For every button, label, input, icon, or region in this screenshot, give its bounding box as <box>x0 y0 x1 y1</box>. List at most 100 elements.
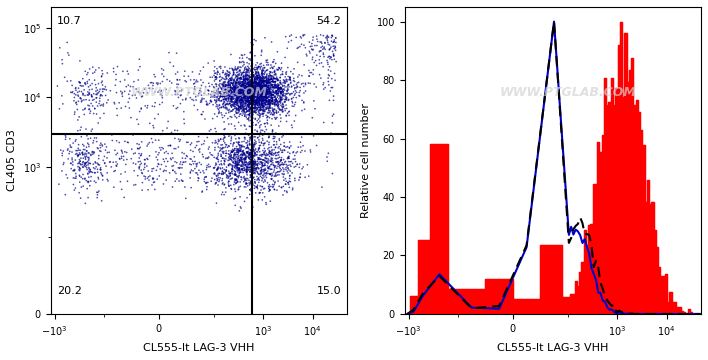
Point <box>233 142 244 148</box>
Point <box>212 105 224 111</box>
Point <box>255 111 266 117</box>
Point <box>244 167 256 173</box>
Point <box>268 84 279 90</box>
Point <box>171 77 183 82</box>
Point <box>210 90 222 96</box>
Point <box>219 158 230 163</box>
Point <box>269 101 280 107</box>
Point <box>233 166 244 172</box>
Point <box>214 78 225 84</box>
Point <box>158 146 169 152</box>
Point <box>226 98 237 104</box>
Point <box>215 165 226 171</box>
Point <box>261 106 272 112</box>
Point <box>237 159 249 165</box>
Point <box>236 163 248 169</box>
Point <box>242 87 253 93</box>
Point <box>255 168 266 174</box>
Point <box>240 112 251 118</box>
Point <box>54 45 65 51</box>
Point <box>178 109 190 114</box>
Point <box>243 148 254 154</box>
Point <box>253 104 265 110</box>
Point <box>96 68 108 73</box>
Point <box>232 64 244 70</box>
Point <box>183 90 195 96</box>
Point <box>62 175 73 181</box>
Point <box>118 68 129 74</box>
Point <box>229 153 241 158</box>
Point <box>143 174 154 180</box>
Point <box>251 128 263 134</box>
Point <box>236 82 247 88</box>
Point <box>231 85 242 91</box>
Point <box>136 151 147 157</box>
Point <box>256 167 268 173</box>
Point <box>268 79 280 85</box>
Point <box>246 150 258 156</box>
Point <box>251 165 262 171</box>
Point <box>274 85 285 91</box>
Point <box>232 156 244 162</box>
Point <box>239 77 251 83</box>
Point <box>229 151 240 157</box>
Point <box>241 93 253 99</box>
Point <box>132 145 143 151</box>
Point <box>276 104 287 109</box>
Point <box>219 144 231 150</box>
Point <box>256 99 267 105</box>
Point <box>84 111 96 116</box>
Point <box>59 75 70 80</box>
Point <box>257 100 268 106</box>
Point <box>238 83 249 89</box>
Point <box>229 84 241 90</box>
Point <box>278 108 289 114</box>
Point <box>261 83 272 89</box>
Point <box>218 100 229 106</box>
Point <box>215 175 226 181</box>
Point <box>199 116 210 122</box>
Point <box>258 93 270 98</box>
Point <box>242 84 253 90</box>
Point <box>195 86 206 91</box>
Point <box>280 106 291 112</box>
Point <box>270 94 281 100</box>
Point <box>248 92 259 98</box>
Point <box>64 151 75 157</box>
Point <box>239 97 251 103</box>
Point <box>217 94 228 99</box>
Point <box>233 175 244 181</box>
Point <box>210 71 222 76</box>
Point <box>155 131 166 137</box>
Point <box>205 98 217 103</box>
Point <box>91 160 103 166</box>
Point <box>136 170 147 176</box>
Point <box>239 199 250 204</box>
Point <box>261 120 273 126</box>
Point <box>268 92 279 98</box>
Point <box>228 86 239 92</box>
Point <box>245 155 256 161</box>
Point <box>192 161 203 166</box>
Point <box>253 171 265 177</box>
Point <box>233 84 244 90</box>
Point <box>296 35 307 41</box>
Point <box>244 152 255 157</box>
Point <box>132 146 144 152</box>
Point <box>224 96 236 102</box>
Point <box>278 80 289 86</box>
Point <box>256 102 267 107</box>
Point <box>304 147 316 153</box>
Point <box>268 92 279 98</box>
Point <box>264 149 275 154</box>
Point <box>221 73 232 78</box>
Point <box>224 76 235 81</box>
Point <box>103 149 115 155</box>
Point <box>228 71 239 76</box>
Point <box>257 100 268 106</box>
Point <box>259 95 270 100</box>
Point <box>211 166 222 172</box>
Point <box>217 79 229 85</box>
Point <box>248 80 259 86</box>
Point <box>63 52 74 58</box>
